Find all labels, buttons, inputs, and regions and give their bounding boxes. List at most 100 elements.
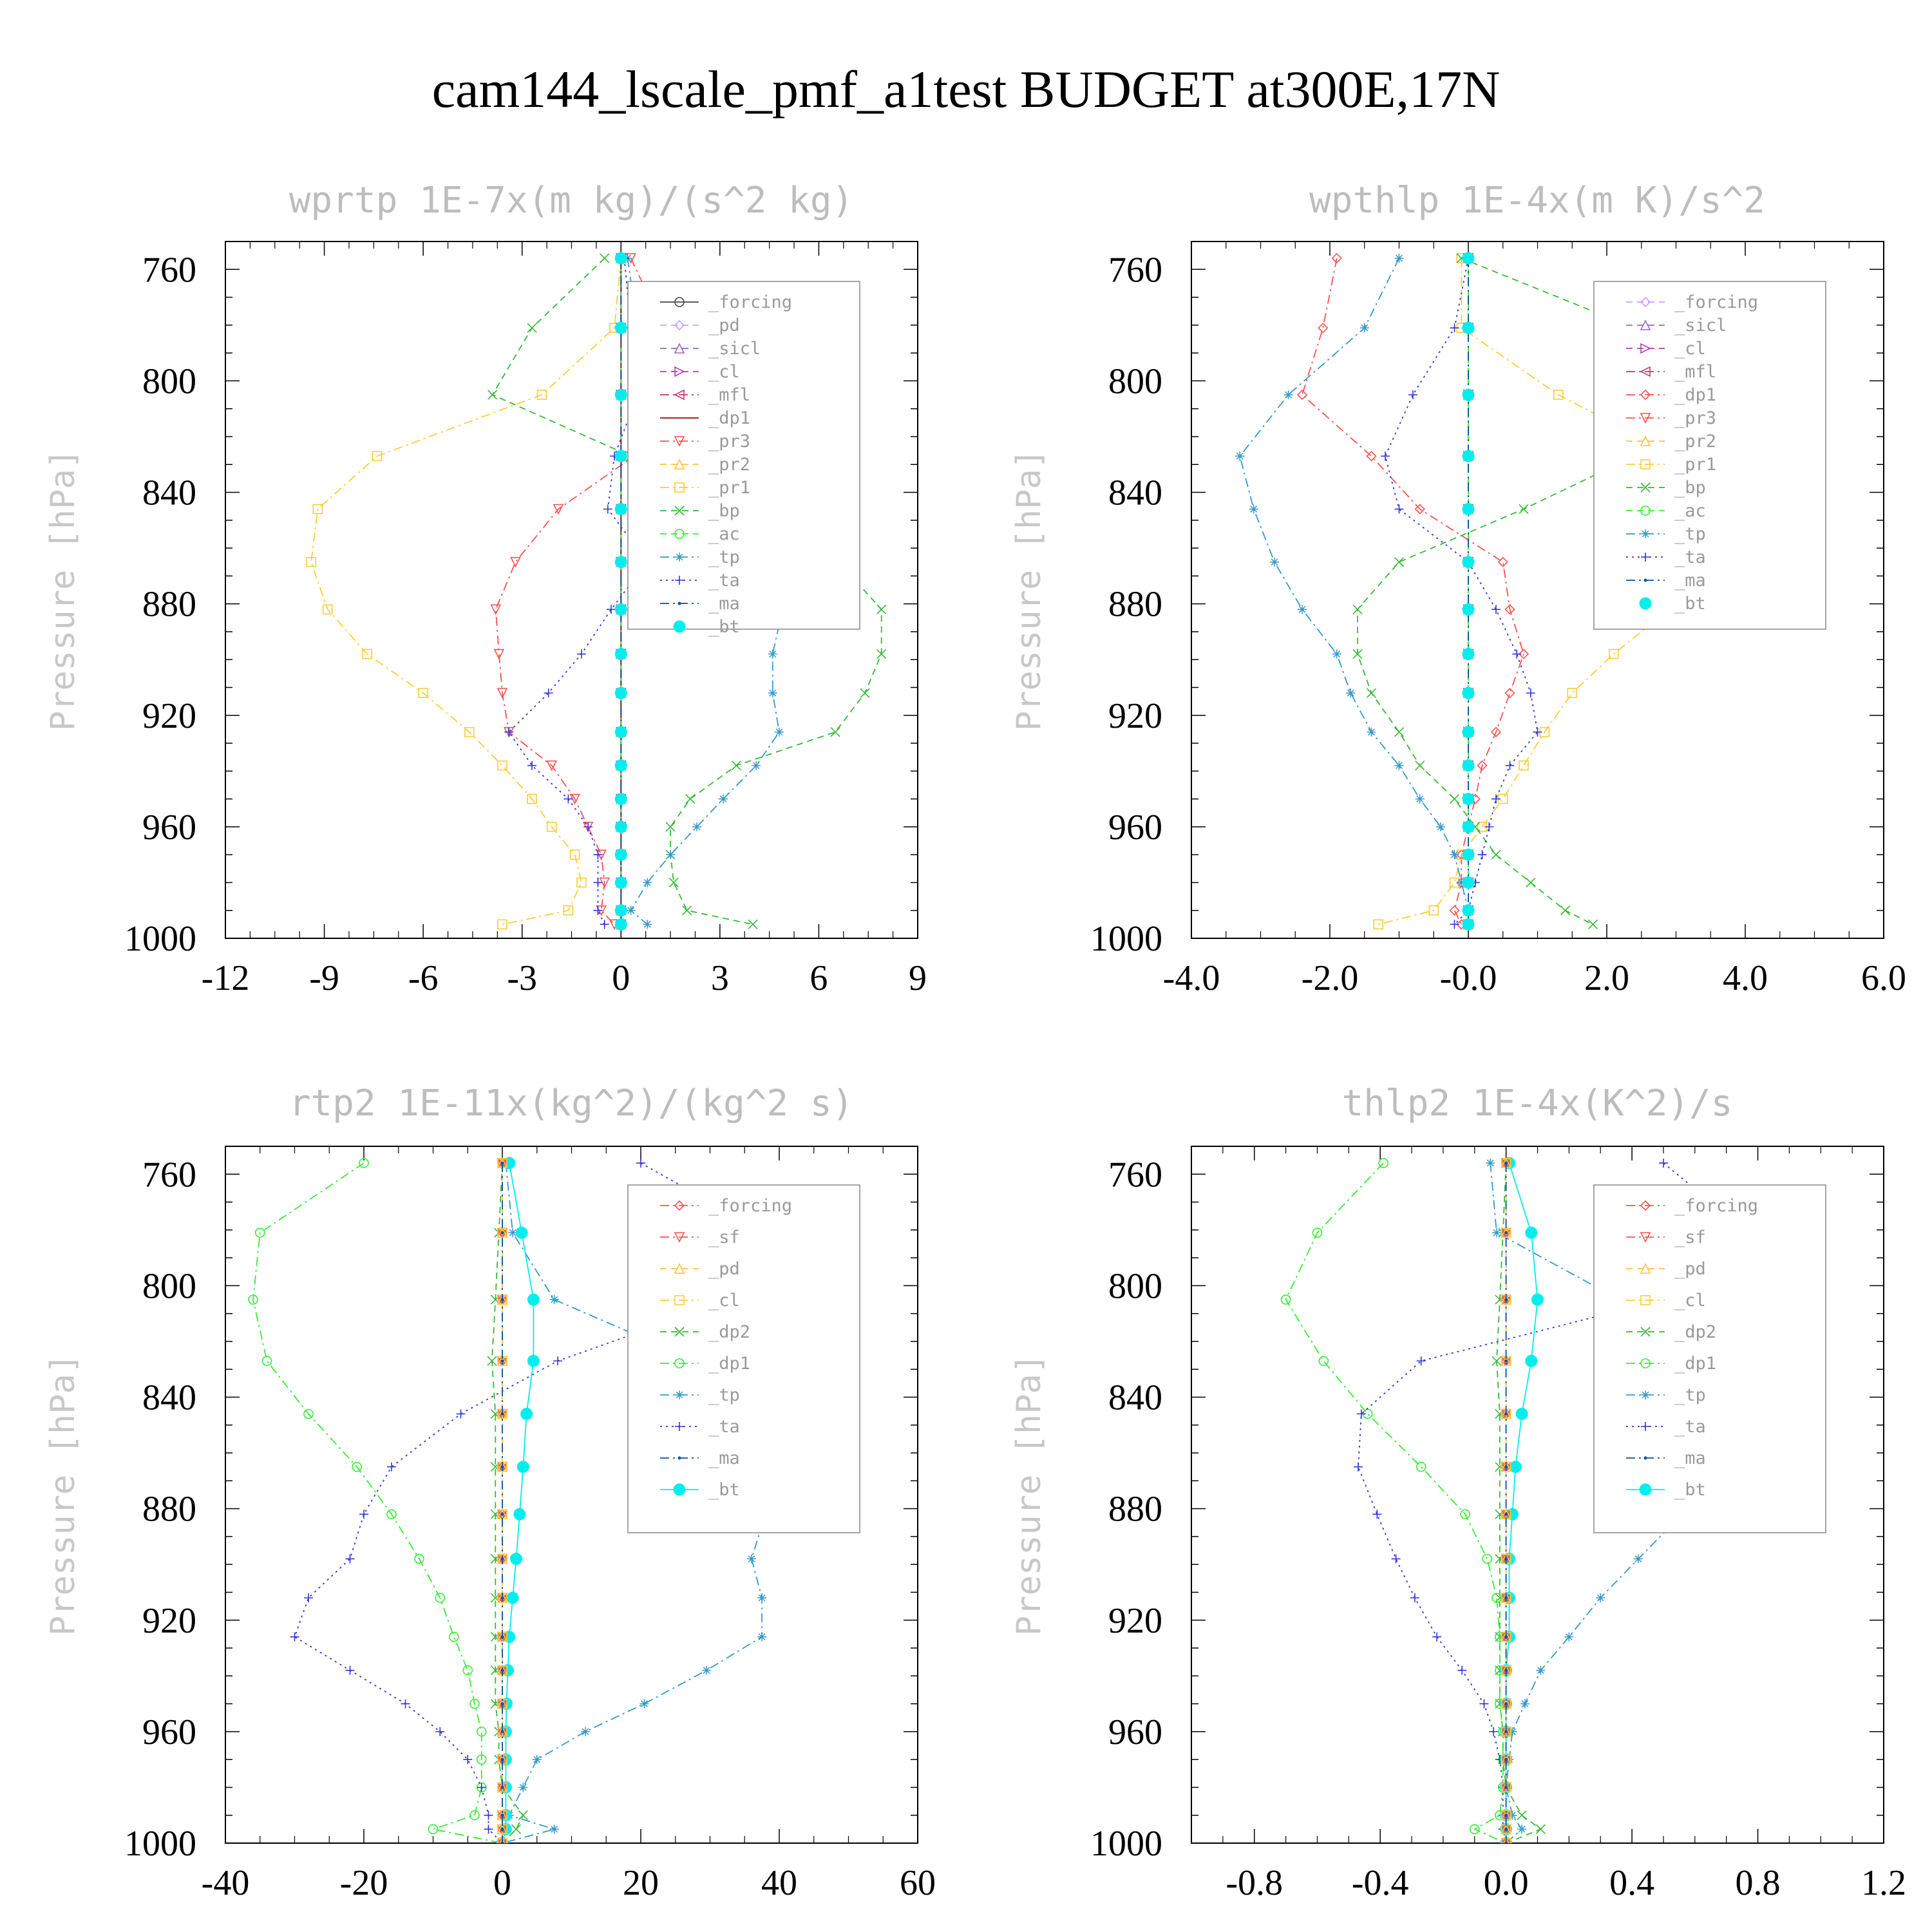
data-point-ta [1372,1510,1382,1519]
data-point-tp [1270,557,1279,567]
data-point-dp1 [448,1631,459,1642]
data-point-dp1 [1482,1553,1493,1564]
data-point-dp1 [1504,688,1515,699]
data-point-legend-forcing [1640,1200,1651,1211]
data-point-tp [768,649,777,659]
data-point-bt [1462,726,1475,739]
data-point-bt [614,918,627,931]
data-point-bp [860,688,870,698]
data-point-dp1 [1378,1158,1388,1168]
data-point-pr1 [536,390,547,400]
data-point-tp [1332,649,1341,659]
y-tick-label: 840 [142,1378,196,1418]
data-point-bp [830,727,840,737]
series-line-dp1 [1301,258,1524,925]
data-point-bp [731,761,742,771]
data-point-legend-ta [675,576,684,585]
legend-label: _tp [1674,524,1706,544]
data-point-bp [1352,649,1363,659]
data-point-bp [682,905,692,916]
data-point-legend-cl [674,1295,685,1305]
x-tick-label: 0.4 [1609,1863,1654,1903]
data-point-legend-pr3 [674,436,685,447]
data-point-ta [1410,1593,1419,1603]
data-point-legend-cl [1640,343,1651,354]
x-tick-label: 6 [810,958,828,998]
series-line-tp [1239,258,1469,925]
legend-box [1593,1184,1826,1533]
data-point-bt [527,1293,540,1306]
data-point-bp [1394,557,1405,567]
x-tick-label: -0.8 [1226,1863,1283,1903]
data-point-bp [1394,727,1405,737]
chart-panel-wprtp: wprtp 1E-7x(m kg)/(s^2 kg) Pressure [hPa]… [44,180,927,998]
series-ma [1504,1161,1508,1843]
data-point-bt [614,793,627,806]
data-point-bp [488,390,498,400]
data-point-bt [614,556,627,569]
legend-item-ta: _ta [1626,1417,1706,1437]
data-point-ta [1457,1665,1467,1675]
data-point-bt [614,648,627,661]
data-point-legend-dp1 [674,1358,685,1368]
data-point-ta [484,1810,493,1820]
legend-item-pr1: _pr1 [660,478,750,498]
legend-item-bt: _bt [660,1480,740,1500]
data-point-ma [1504,1730,1508,1734]
data-point-ta [1416,1356,1426,1366]
data-point-bp [1560,905,1571,916]
legend-label: _bp [708,501,740,521]
data-point-pr3 [546,760,558,772]
x-tick-label: 9 [909,958,927,998]
data-point-ta [593,878,603,887]
data-point-dp1 [1312,1227,1323,1238]
data-point-bt [614,820,627,833]
data-point-ma [1504,1557,1508,1561]
data-point-ta [527,761,537,770]
legend-label: _tp [708,1385,740,1405]
series-dp1 [248,1158,507,1843]
legend-item-bt: _bt [1639,594,1706,614]
data-point-ta [1492,794,1501,804]
data-point-ta [603,504,612,514]
data-point-legend-forcing [1640,296,1651,308]
data-point-pr1 [1608,649,1619,659]
data-point-ta [1533,727,1542,737]
data-point-ma [500,1730,504,1734]
data-point-ma [500,1785,504,1789]
legend-label: _cl [1674,339,1706,359]
data-point-ma [1504,1757,1508,1761]
data-point-dp1 [469,1698,480,1709]
data-point-dp1 [469,1810,480,1821]
data-point-legend-sicl [674,343,685,354]
legend-item-ac: _ac [660,524,740,544]
data-point-tp [1235,451,1245,461]
data-point-bt [614,848,627,861]
data-point-ta [1489,1727,1499,1736]
y-tick-label: 800 [1108,361,1162,401]
legend-label: _cl [1674,1291,1706,1311]
data-point-bp [527,323,537,333]
data-point-dp1 [261,1356,272,1367]
data-point-legend-ma [677,601,681,605]
data-point-ta [345,1554,355,1564]
data-point-pr1 [563,905,574,916]
data-point-dp1 [1497,556,1508,567]
data-point-ma [1504,1512,1508,1516]
data-point-bp [1366,688,1377,698]
y-tick-label: 800 [1108,1266,1162,1306]
legend-item-dp1: _dp1 [660,1354,750,1374]
data-point-tp [1283,390,1293,400]
legend-label: _pr3 [1674,408,1716,428]
legend: _forcing _sf _pd _cl _dp2 _dp1 _tp _ta _ma _bt [627,1184,860,1533]
data-point-pr1 [1428,905,1439,916]
series-line-ta [294,1162,766,1843]
data-point-pr1 [1567,688,1578,698]
data-point-bt [614,502,627,515]
data-point-bt [1462,918,1475,931]
data-point-bp [685,794,696,804]
data-point-bt [1462,904,1475,917]
legend-label: _pd [708,1259,740,1279]
series-line-pr3 [495,258,688,925]
data-point-legend-dp2 [1640,1327,1651,1337]
